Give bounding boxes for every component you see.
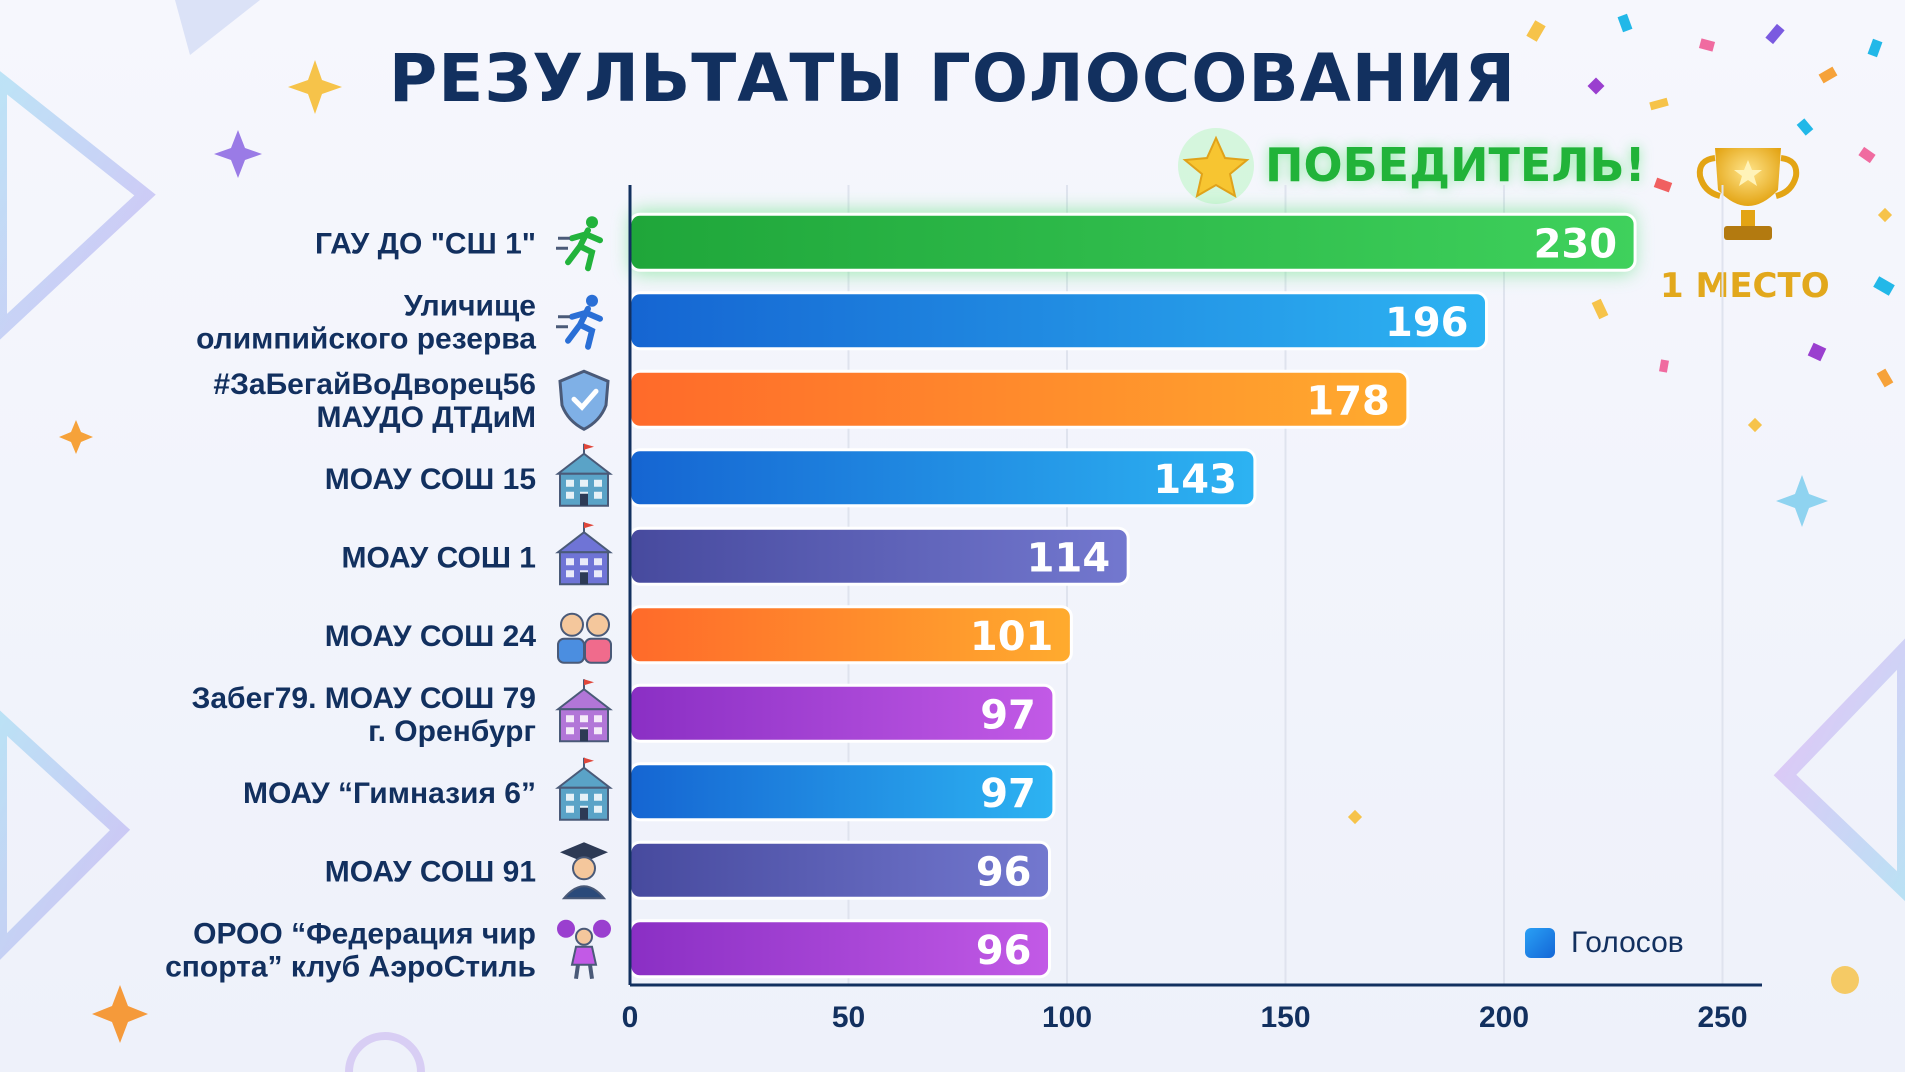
sparkle-icon (214, 130, 262, 178)
x-tick-label: 250 (1697, 1001, 1747, 1034)
x-tick-label: 200 (1479, 1001, 1529, 1034)
category-label: МОАУ СОШ 1 (341, 541, 536, 574)
x-tick-label: 0 (622, 1001, 639, 1034)
gymnasium-building-icon (555, 757, 613, 821)
decor-triangle (175, 0, 260, 55)
category-label: спорта” клуб АэроСтиль (165, 950, 536, 983)
data-label: 230 (1534, 221, 1618, 267)
category-label: МОАУ “Гимназия 6” (243, 777, 536, 810)
confetti-dot (1831, 966, 1859, 994)
category-label: ОРОО “Федерация чир (193, 917, 536, 950)
legend-swatch (1525, 928, 1555, 958)
category-label: олимпийского резерва (196, 322, 536, 355)
category-label: МОАУ СОШ 24 (325, 620, 537, 653)
confetti (1347, 13, 1895, 825)
chart-title: РЕЗУЛЬТАТЫ ГОЛОСОВАНИЯ (388, 40, 1517, 117)
sparkle-icon (1776, 475, 1828, 527)
data-label: 101 (970, 614, 1054, 660)
winner-label: ПОБЕДИТЕЛЬ! (1265, 138, 1646, 192)
category-label: МОАУ СОШ 15 (325, 463, 536, 496)
school-house-icon (555, 679, 613, 743)
data-label: 97 (980, 692, 1036, 738)
x-tick-label: 50 (832, 1001, 865, 1034)
category-label: Уличище (404, 289, 536, 322)
x-tick-label: 100 (1042, 1001, 1092, 1034)
first-place-label: 1 МЕСТО (1660, 266, 1830, 306)
legend-label: Голосов (1571, 926, 1684, 959)
school-building-icon (555, 443, 613, 507)
category-label: ГАУ ДО "СШ 1" (315, 227, 536, 260)
sparkle-icon (92, 985, 148, 1043)
students-icon (557, 612, 612, 664)
sparkle-icon (59, 420, 93, 454)
category-label: МОАУ СОШ 91 (325, 855, 536, 888)
runner-blue-icon (556, 294, 603, 350)
bar (628, 369, 1410, 429)
decor-ring (345, 1032, 425, 1072)
data-label: 178 (1306, 378, 1390, 424)
shield-check-icon (558, 369, 610, 431)
category-label: МАУДО ДТДиМ (317, 401, 536, 434)
category-label: #ЗаБегайВоДворец56 (213, 368, 536, 401)
category-label: Забег79. МОАУ СОШ 79 (192, 682, 536, 715)
trophy-icon (1696, 148, 1800, 240)
data-label: 196 (1385, 300, 1469, 346)
decor-triangle (0, 710, 131, 960)
bar (628, 291, 1489, 351)
star-icon (1178, 128, 1254, 204)
graduate-icon (560, 842, 608, 900)
decor-triangle (0, 71, 156, 340)
x-tick-label: 150 (1260, 1001, 1310, 1034)
legend: Голосов (1525, 926, 1684, 960)
data-label: 143 (1153, 457, 1237, 503)
sparkle-icon (288, 60, 342, 114)
data-label: 96 (976, 849, 1032, 895)
data-label: 96 (976, 928, 1032, 974)
bar (628, 212, 1637, 272)
cheerleader-icon (557, 919, 611, 980)
data-label: 97 (980, 771, 1036, 817)
school-building-icon (555, 522, 613, 586)
data-label: 114 (1027, 535, 1111, 581)
decor-triangle (1773, 638, 1905, 902)
runner-green-icon (556, 216, 603, 272)
category-label: г. Оренбург (368, 715, 536, 748)
